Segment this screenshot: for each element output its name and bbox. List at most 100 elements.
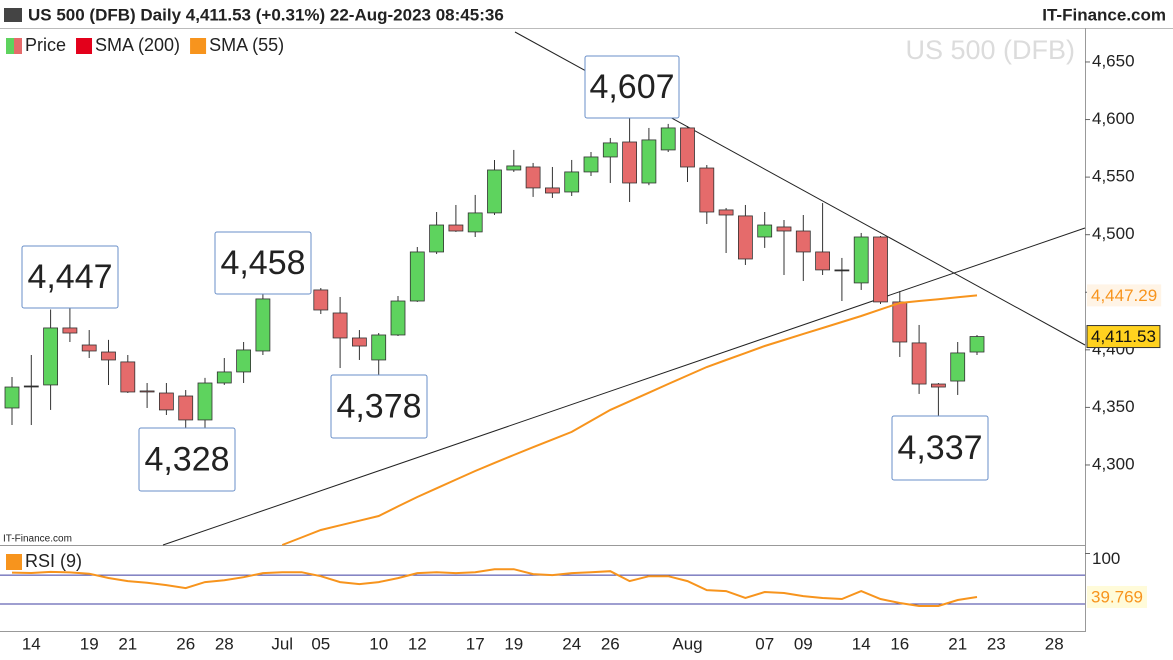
candle-body	[757, 224, 773, 238]
header-title: US 500 (DFB) Daily 4,411.53 (+0.31%) 22-…	[28, 5, 504, 24]
legend-label: RSI (9)	[25, 551, 82, 571]
candle-body	[931, 383, 946, 388]
x-tick-label: 10	[369, 634, 388, 653]
candle-body	[467, 212, 483, 233]
x-tick-label: 21	[948, 634, 967, 653]
candle-body	[622, 141, 637, 184]
x-tick-label: 23	[987, 634, 1006, 653]
candle-body	[332, 312, 348, 339]
x-tick-label: 24	[562, 634, 581, 653]
candle-body	[699, 167, 715, 213]
last-value-box	[1087, 284, 1162, 307]
candle-body	[371, 334, 387, 361]
candle-body	[158, 392, 174, 411]
trendline	[162, 227, 1086, 546]
candle-body	[101, 351, 116, 361]
candle-body	[853, 236, 869, 284]
candle-body	[390, 300, 406, 336]
candle-body	[81, 344, 97, 352]
candle-body	[216, 371, 232, 384]
y-tick-label: 4,300	[1092, 454, 1135, 473]
y-tick-label: 4,650	[1092, 51, 1135, 70]
candle-body	[120, 361, 136, 393]
last-value-label: 39.769	[1091, 587, 1143, 606]
candle-body	[641, 139, 657, 184]
candle-body	[313, 289, 329, 311]
candle-body	[718, 209, 734, 216]
annotation-box	[891, 415, 989, 481]
x-tick-label: 28	[215, 634, 234, 653]
annotation-label: 4,337	[897, 429, 982, 467]
x-tick-label: 26	[176, 634, 195, 653]
legend-label: SMA (200)	[95, 35, 180, 55]
x-tick-label: 17	[466, 634, 485, 653]
candle-body	[23, 385, 39, 388]
candle-body	[602, 142, 618, 158]
candle-body	[255, 298, 271, 352]
annotation-label: 4,378	[336, 387, 421, 425]
last-value-label: 4,447.29	[1091, 286, 1157, 305]
x-tick-label: 09	[794, 634, 813, 653]
candle-body	[43, 327, 58, 386]
legend-swatch	[14, 38, 22, 54]
x-tick-label: Jul	[271, 634, 293, 653]
candle-body	[429, 224, 445, 253]
legend-swatch	[76, 38, 93, 54]
x-tick-label: 28	[1045, 634, 1064, 653]
legend-swatch	[6, 38, 14, 54]
x-tick-label: 16	[890, 634, 909, 653]
header-brand: IT-Finance.com	[1042, 5, 1166, 24]
x-tick-label: 14	[852, 634, 871, 653]
x-tick-label: Aug	[672, 634, 702, 653]
x-tick-label: 12	[408, 634, 427, 653]
demo-icon	[4, 8, 22, 22]
candle-body	[795, 230, 811, 253]
y-tick-label: 4,550	[1092, 167, 1135, 186]
candle-body	[545, 187, 560, 194]
candle-body	[834, 269, 850, 272]
line-series	[281, 294, 978, 546]
y-tick-label: 4,500	[1092, 224, 1135, 243]
x-tick-label: 14	[22, 634, 41, 653]
x-tick-label: 19	[80, 634, 99, 653]
legend-swatch	[190, 38, 207, 54]
candle-body	[62, 327, 78, 334]
candle-body	[178, 395, 194, 421]
candle-body	[776, 226, 792, 232]
x-tick-label: 05	[311, 634, 330, 653]
watermark: US 500 (DFB)	[905, 35, 1075, 65]
y-tick-label: 100	[1092, 549, 1120, 568]
candle-body	[236, 349, 252, 373]
x-tick-label: 07	[755, 634, 774, 653]
candle-body	[4, 386, 20, 409]
source: IT-Finance.com	[3, 534, 72, 545]
candle-body	[448, 224, 464, 232]
candle-body	[197, 382, 213, 421]
candle-body	[525, 166, 541, 189]
candle-body	[564, 171, 580, 193]
x-tick-label: 26	[601, 634, 620, 653]
candle-body	[738, 215, 753, 260]
last-value-box	[1086, 325, 1161, 349]
annotation-box	[138, 427, 236, 492]
line-series	[11, 568, 978, 607]
candle-body	[873, 236, 888, 303]
legend-label: Price	[25, 35, 66, 55]
annotation-label: 4,328	[144, 440, 229, 478]
annotation-box	[21, 245, 119, 309]
candle-body	[892, 301, 908, 343]
candle-body	[139, 390, 155, 393]
annotation-label: 4,458	[220, 244, 305, 282]
candle-body	[660, 127, 676, 151]
x-tick-label: 19	[504, 634, 523, 653]
annotation-box	[584, 55, 680, 119]
x-tick-label: 21	[118, 634, 137, 653]
annotation-label: 4,447	[27, 258, 112, 296]
legend-label: SMA (55)	[209, 35, 284, 55]
candle-body	[409, 251, 425, 302]
candle-body	[969, 336, 985, 353]
annotation-box	[214, 231, 312, 295]
candle-body	[506, 165, 522, 171]
candle-body	[351, 337, 367, 347]
